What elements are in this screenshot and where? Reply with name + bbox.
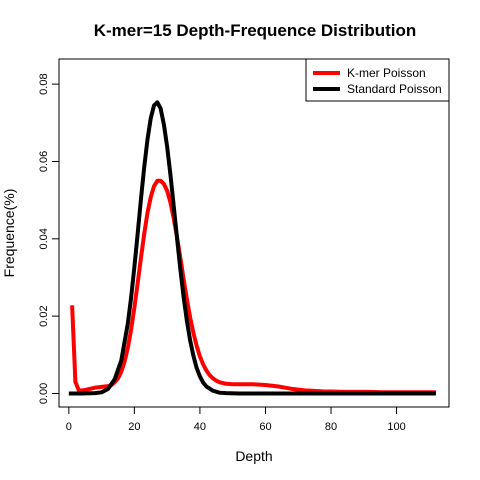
y-axis-label: Frequence(%) <box>1 189 17 278</box>
x-tick-label: 0 <box>66 421 72 433</box>
y-tick-label: 0.06 <box>38 151 50 172</box>
plot-frame <box>58 58 450 408</box>
series-line-0 <box>70 178 436 395</box>
legend-box <box>305 58 450 102</box>
y-axis: 0.00 0.02 0.04 0.06 0.08 <box>38 73 60 404</box>
legend-label-kmer-poisson: K-mer Poisson <box>347 66 426 80</box>
y-tick-label: 0.00 <box>38 383 50 404</box>
y-tick-label: 0.08 <box>38 73 50 94</box>
x-tick-label: 80 <box>325 421 337 433</box>
legend-label-standard-poisson: Standard Poisson <box>347 82 442 96</box>
x-tick-label: 60 <box>259 421 271 433</box>
x-tick-label: 100 <box>387 421 405 433</box>
x-axis: 0 20 40 60 80 100 <box>66 406 406 433</box>
x-tick-label: 20 <box>128 421 140 433</box>
y-tick-label: 0.02 <box>38 305 50 326</box>
x-axis-label: Depth <box>235 448 272 464</box>
series-layer <box>68 100 436 396</box>
series-line-1 <box>68 100 436 396</box>
legend: K-mer Poisson Standard Poisson <box>305 58 450 102</box>
y-tick-label: 0.04 <box>38 228 50 249</box>
x-tick-label: 40 <box>194 421 206 433</box>
chart-title: K-mer=15 Depth-Frequence Distribution <box>94 21 417 40</box>
